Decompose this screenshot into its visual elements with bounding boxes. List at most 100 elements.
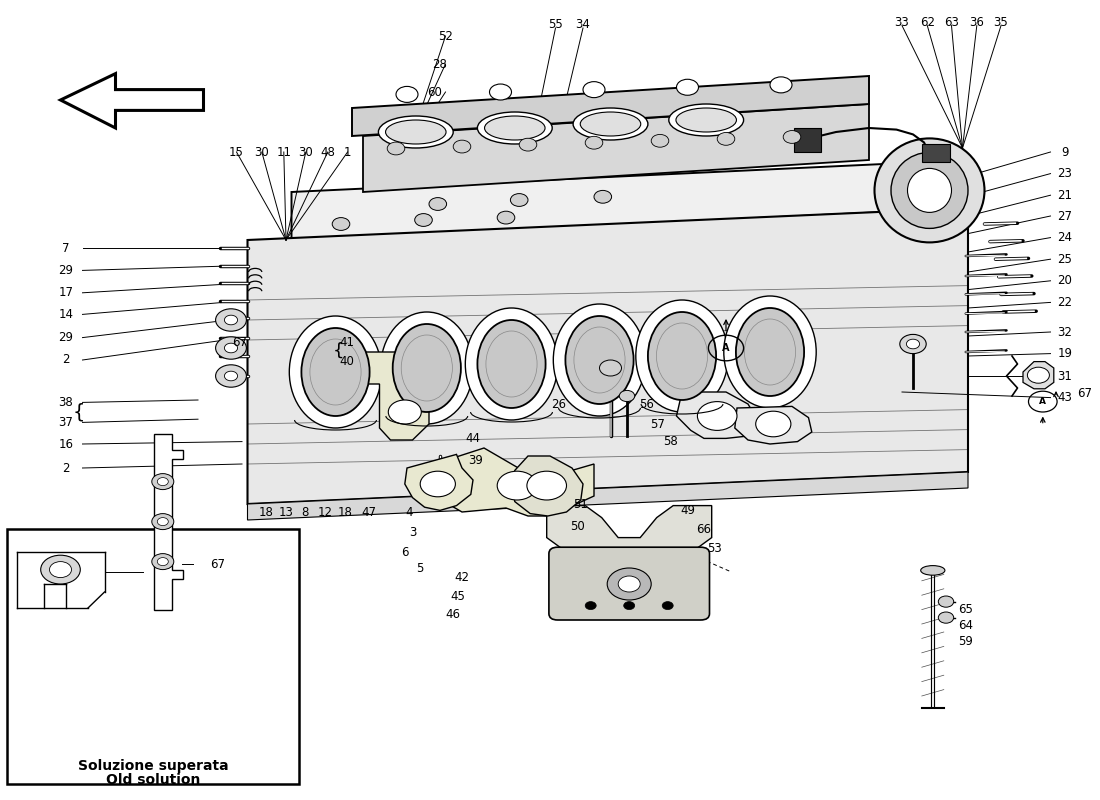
Text: 20: 20 bbox=[1057, 274, 1072, 287]
Ellipse shape bbox=[477, 320, 546, 408]
Circle shape bbox=[770, 77, 792, 93]
Text: 64: 64 bbox=[958, 619, 974, 632]
Text: 49: 49 bbox=[680, 504, 695, 517]
Text: 27: 27 bbox=[1057, 210, 1072, 222]
Polygon shape bbox=[363, 104, 869, 192]
Circle shape bbox=[519, 138, 537, 151]
Text: 40: 40 bbox=[339, 355, 354, 368]
Text: 16: 16 bbox=[58, 438, 74, 450]
Text: 29: 29 bbox=[58, 331, 74, 344]
Circle shape bbox=[618, 576, 640, 592]
Circle shape bbox=[783, 130, 801, 143]
Text: 52: 52 bbox=[438, 30, 453, 42]
Text: 28: 28 bbox=[432, 58, 448, 70]
Text: 44: 44 bbox=[465, 432, 481, 445]
Text: 67: 67 bbox=[232, 336, 248, 349]
Text: 30: 30 bbox=[254, 146, 270, 158]
Polygon shape bbox=[512, 456, 583, 516]
Text: 50: 50 bbox=[570, 520, 585, 533]
Text: 19: 19 bbox=[1057, 347, 1072, 360]
Text: 24: 24 bbox=[1057, 231, 1072, 244]
Text: 41: 41 bbox=[339, 336, 354, 349]
Circle shape bbox=[662, 602, 673, 610]
Text: 10: 10 bbox=[669, 138, 684, 150]
Text: 12: 12 bbox=[318, 506, 333, 518]
Circle shape bbox=[624, 602, 635, 610]
Circle shape bbox=[224, 343, 238, 353]
Circle shape bbox=[415, 214, 432, 226]
Text: 7: 7 bbox=[63, 242, 69, 254]
Text: Old solution: Old solution bbox=[106, 773, 200, 787]
Polygon shape bbox=[352, 76, 869, 136]
FancyBboxPatch shape bbox=[7, 529, 299, 784]
Text: la passione
oltre i limiti: la passione oltre i limiti bbox=[453, 311, 647, 457]
Text: 2: 2 bbox=[63, 354, 69, 366]
FancyBboxPatch shape bbox=[549, 547, 710, 620]
Text: 51: 51 bbox=[573, 498, 588, 510]
Text: 4: 4 bbox=[406, 506, 412, 518]
Ellipse shape bbox=[385, 120, 447, 144]
Circle shape bbox=[152, 514, 174, 530]
Circle shape bbox=[585, 136, 603, 149]
Text: 67: 67 bbox=[210, 558, 225, 570]
Circle shape bbox=[490, 84, 512, 100]
Text: 8: 8 bbox=[301, 506, 308, 518]
Text: 54: 54 bbox=[412, 138, 428, 150]
Text: 56: 56 bbox=[639, 398, 654, 410]
Text: 45: 45 bbox=[450, 590, 465, 602]
Polygon shape bbox=[248, 208, 968, 504]
Circle shape bbox=[224, 315, 238, 325]
Text: 42: 42 bbox=[454, 571, 470, 584]
Text: 58: 58 bbox=[663, 435, 679, 448]
Circle shape bbox=[152, 474, 174, 490]
Ellipse shape bbox=[636, 300, 728, 412]
FancyBboxPatch shape bbox=[794, 128, 821, 152]
Text: 60: 60 bbox=[427, 86, 442, 98]
Ellipse shape bbox=[477, 112, 552, 144]
Circle shape bbox=[157, 558, 168, 566]
Polygon shape bbox=[363, 352, 429, 440]
Text: 37: 37 bbox=[58, 416, 74, 429]
Text: 11: 11 bbox=[276, 146, 292, 158]
Text: 5: 5 bbox=[417, 562, 424, 574]
Circle shape bbox=[510, 194, 528, 206]
Text: 23: 23 bbox=[1057, 167, 1072, 180]
Circle shape bbox=[224, 371, 238, 381]
Circle shape bbox=[41, 555, 80, 584]
Text: 30: 30 bbox=[298, 146, 314, 158]
Ellipse shape bbox=[301, 328, 370, 416]
Circle shape bbox=[651, 134, 669, 147]
Polygon shape bbox=[405, 454, 473, 510]
Text: 9: 9 bbox=[1062, 146, 1068, 158]
Text: 67: 67 bbox=[1077, 387, 1092, 400]
Polygon shape bbox=[547, 506, 712, 554]
Polygon shape bbox=[1023, 362, 1054, 389]
Text: 34: 34 bbox=[575, 18, 591, 30]
Ellipse shape bbox=[289, 316, 382, 428]
Text: 59: 59 bbox=[958, 635, 974, 648]
Circle shape bbox=[756, 411, 791, 437]
Text: 13: 13 bbox=[278, 506, 294, 518]
Text: 21: 21 bbox=[1057, 189, 1072, 202]
Text: 32: 32 bbox=[1057, 326, 1072, 338]
Text: A: A bbox=[723, 343, 729, 353]
Text: 38: 38 bbox=[58, 396, 74, 409]
Text: 65: 65 bbox=[958, 603, 974, 616]
Ellipse shape bbox=[669, 104, 744, 136]
Text: 14: 14 bbox=[58, 308, 74, 321]
Text: 31: 31 bbox=[1057, 370, 1072, 382]
Ellipse shape bbox=[573, 108, 648, 140]
Text: Soluzione superata: Soluzione superata bbox=[78, 758, 228, 773]
Polygon shape bbox=[292, 160, 968, 240]
Text: 63: 63 bbox=[944, 16, 959, 29]
FancyBboxPatch shape bbox=[922, 144, 950, 162]
Text: 6: 6 bbox=[402, 546, 408, 558]
Text: 46: 46 bbox=[446, 608, 461, 621]
Ellipse shape bbox=[675, 108, 737, 132]
Text: 18: 18 bbox=[258, 506, 274, 518]
Circle shape bbox=[216, 365, 246, 387]
Circle shape bbox=[497, 471, 537, 500]
Circle shape bbox=[497, 211, 515, 224]
Text: 57: 57 bbox=[650, 418, 666, 430]
Ellipse shape bbox=[724, 296, 816, 408]
